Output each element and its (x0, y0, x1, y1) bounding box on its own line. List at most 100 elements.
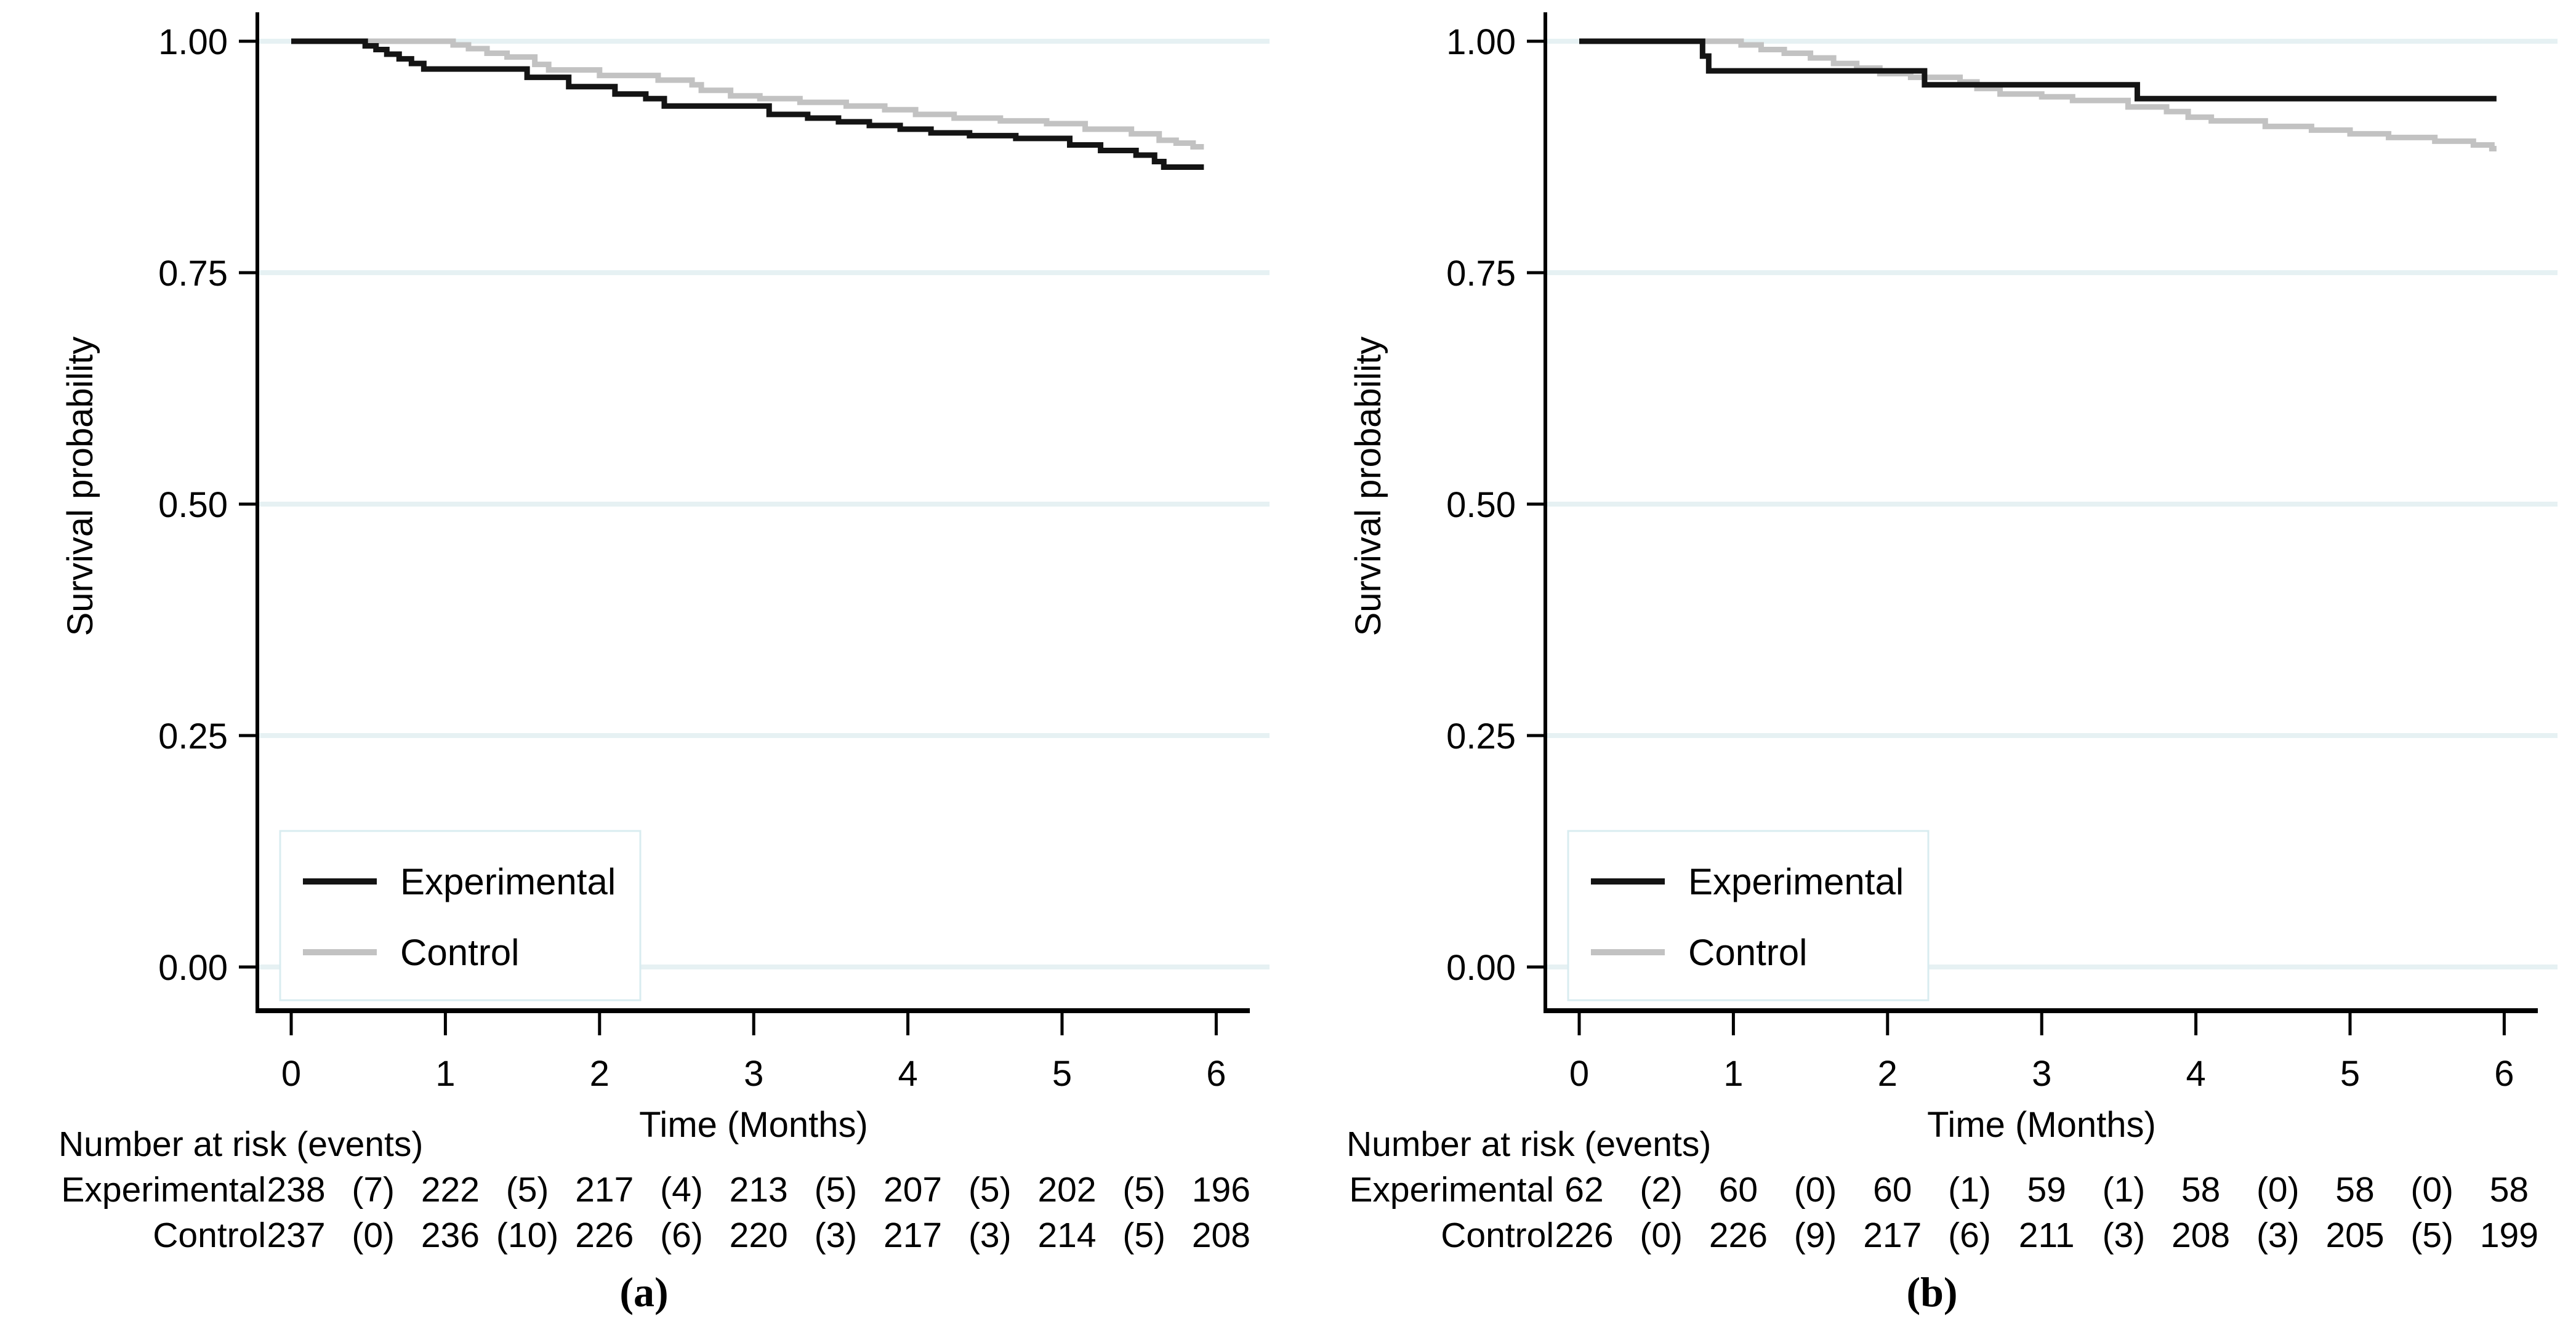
ytick-label: 0.00 (158, 948, 228, 988)
risk-cell: 236 (421, 1216, 480, 1255)
risk-cell: 207 (883, 1170, 942, 1210)
risk-table-title: Number at risk (events) (1346, 1125, 1711, 1164)
risk-cell: (3) (968, 1216, 1012, 1255)
ytick-label: 0.75 (1446, 254, 1516, 294)
risk-cell: (10) (496, 1216, 558, 1255)
risk-cell: 205 (2325, 1216, 2384, 1255)
risk-cell: 60 (1719, 1170, 1758, 1210)
risk-cell: 58 (2181, 1170, 2220, 1210)
risk-cell: 222 (421, 1170, 480, 1210)
panel-a: 1.00 0.75 0.50 0.25 0.00 0 1 2 3 4 5 6 Time (Months)… (58, 12, 1270, 1315)
legend-label: Control (1688, 932, 1807, 973)
risk-row-label: Control (1441, 1216, 1554, 1255)
risk-cell: (6) (660, 1216, 703, 1255)
risk-cell: (9) (1794, 1216, 1837, 1255)
risk-cell: (2) (1640, 1170, 1683, 1210)
risk-cell: 226 (575, 1216, 634, 1255)
ytick-label: 0.75 (158, 254, 228, 294)
risk-cell: 62 (1564, 1170, 1603, 1210)
legend-label: Experimental (1688, 861, 1904, 902)
risk-cell: (0) (2256, 1170, 2300, 1210)
risk-cell: 237 (267, 1216, 325, 1255)
survival-curve-control (291, 38, 1204, 150)
risk-cell: (3) (815, 1216, 858, 1255)
ytick-label: 0.50 (158, 485, 228, 525)
risk-cell: 214 (1037, 1216, 1096, 1255)
risk-cell: 213 (730, 1170, 788, 1210)
ytick-label: 1.00 (158, 22, 228, 62)
risk-cell: 59 (2027, 1170, 2066, 1210)
risk-cell: 217 (1863, 1216, 1922, 1255)
risk-cell: (5) (1122, 1170, 1165, 1210)
risk-cell: (0) (2410, 1170, 2453, 1210)
x-axis-title: Time (Months) (639, 1105, 868, 1145)
risk-cell: 196 (1192, 1170, 1250, 1210)
ytick-label: 0.25 (158, 716, 228, 756)
y-axis-title: Survival probability (1348, 337, 1388, 636)
survival-curve-experimental (1579, 38, 2497, 102)
xtick-label: 5 (2340, 1054, 2360, 1094)
xtick-label: 1 (435, 1054, 455, 1094)
risk-row-label: Experimental (61, 1170, 266, 1210)
xtick-label: 0 (1569, 1054, 1589, 1094)
xtick-label: 4 (2186, 1054, 2205, 1094)
risk-row-label: Experimental (1349, 1170, 1554, 1210)
risk-cell: (0) (352, 1216, 395, 1255)
risk-cell: 217 (575, 1170, 634, 1210)
panel-b: 1.00 0.75 0.50 0.25 0.00 0 1 2 3 4 5 6 Time (Months)… (1288, 0, 2576, 1332)
risk-cell: (1) (1948, 1170, 1991, 1210)
risk-row-label: Control (153, 1216, 266, 1255)
risk-cell: (6) (1948, 1216, 1991, 1255)
risk-table-title: Number at risk (events) (58, 1125, 423, 1164)
xtick-label: 1 (1723, 1054, 1743, 1094)
xtick-label: 3 (2032, 1054, 2051, 1094)
xtick-label: 0 (281, 1054, 301, 1094)
panel-label: (a) (619, 1269, 668, 1315)
x-axis-title: Time (Months) (1927, 1105, 2156, 1145)
risk-cell: (0) (1794, 1170, 1837, 1210)
risk-cell: 208 (1192, 1216, 1250, 1255)
risk-cell: 58 (2335, 1170, 2374, 1210)
risk-cell: 60 (1873, 1170, 1912, 1210)
ytick-label: 1.00 (1446, 22, 1516, 62)
risk-cell: 226 (1555, 1216, 1613, 1255)
xtick-label: 2 (590, 1054, 610, 1094)
survival-curve-control (1579, 38, 2497, 151)
panel-label: (b) (1906, 1269, 1957, 1315)
risk-cell: (5) (1122, 1216, 1165, 1255)
xtick-label: 2 (1878, 1054, 1898, 1094)
y-axis-title: Survival probability (60, 337, 100, 636)
risk-cell: 217 (883, 1216, 942, 1255)
risk-cell: (5) (2410, 1216, 2453, 1255)
risk-cell: (1) (2103, 1170, 2146, 1210)
risk-cell: (5) (506, 1170, 549, 1210)
legend-box (279, 830, 642, 1001)
risk-cell: 199 (2480, 1216, 2538, 1255)
risk-cell: (0) (1640, 1216, 1683, 1255)
risk-cell: (5) (968, 1170, 1012, 1210)
risk-cell: (4) (660, 1170, 703, 1210)
risk-cell: 58 (2490, 1170, 2529, 1210)
legend-box (1567, 830, 1930, 1001)
xtick-label: 6 (1206, 1054, 1226, 1094)
risk-cell: (3) (2256, 1216, 2300, 1255)
xtick-label: 4 (898, 1054, 917, 1094)
risk-cell: 202 (1037, 1170, 1096, 1210)
ytick-label: 0.50 (1446, 485, 1516, 525)
ytick-label: 0.25 (1446, 716, 1516, 756)
risk-cell: 211 (2019, 1216, 2075, 1255)
survival-curve-experimental (291, 38, 1204, 171)
legend-label: Experimental (400, 861, 616, 902)
survival-chart-b: 1.00 0.75 0.50 0.25 0.00 0 1 2 3 4 5 6 Time (Months)… (1346, 12, 2558, 1315)
risk-cell: 220 (730, 1216, 788, 1255)
risk-cell: (5) (815, 1170, 858, 1210)
ytick-label: 0.00 (1446, 948, 1516, 988)
risk-cell: 238 (267, 1170, 325, 1210)
xtick-label: 6 (2494, 1054, 2514, 1094)
risk-cell: 208 (2171, 1216, 2230, 1255)
survival-chart-a: 1.00 0.75 0.50 0.25 0.00 0 1 2 3 4 5 6 Time (Months)… (58, 12, 1270, 1315)
xtick-label: 3 (744, 1054, 763, 1094)
risk-cell: (3) (2103, 1216, 2146, 1255)
risk-cell: (7) (352, 1170, 395, 1210)
